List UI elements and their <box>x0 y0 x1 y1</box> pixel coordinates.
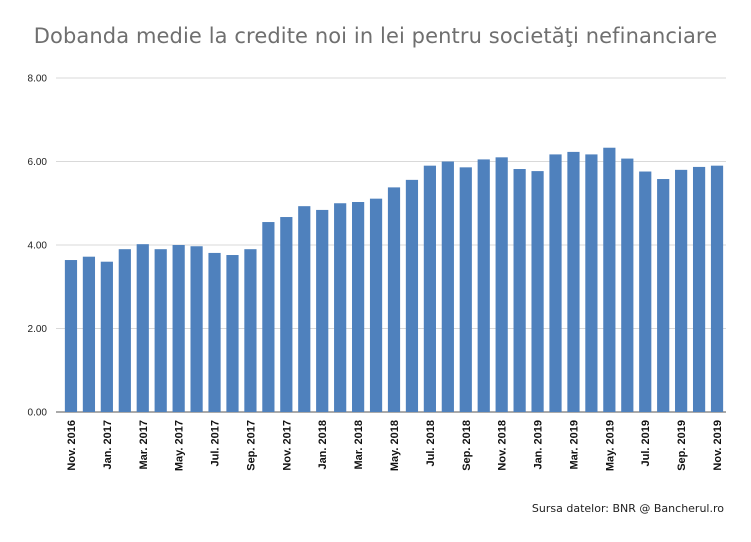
bar <box>190 246 203 412</box>
source-note: Sursa datelor: BNR @ Bancherul.ro <box>531 502 724 515</box>
y-tick-label: 0.00 <box>28 408 48 419</box>
x-tick-label: Nov. 2016 <box>66 420 78 471</box>
bar <box>567 151 580 412</box>
x-tick-label: May. 2017 <box>174 420 186 471</box>
bar <box>369 198 383 412</box>
x-tick-label: Mar. 2019 <box>568 420 580 470</box>
bar <box>513 169 526 412</box>
y-tick-label: 4.00 <box>28 241 48 252</box>
bar <box>459 167 472 412</box>
bar <box>208 252 221 412</box>
bar <box>549 154 562 412</box>
bar <box>64 260 78 412</box>
x-tick-label: Sep. 2017 <box>245 420 257 471</box>
bar <box>334 203 347 412</box>
bar <box>405 179 419 412</box>
bar <box>244 249 257 412</box>
x-tick-label: Nov. 2018 <box>497 420 509 471</box>
x-tick-label: Jul. 2017 <box>210 420 222 466</box>
bar <box>82 256 96 412</box>
bars <box>64 147 724 412</box>
x-tick-label: Nov. 2019 <box>712 420 724 471</box>
bar <box>100 261 113 412</box>
bar <box>621 158 634 412</box>
x-axis-tick-labels: Nov. 2016 Jan. 2017 Mar. 2017 May. 2017 Jul.… <box>66 420 724 471</box>
bar <box>262 222 275 412</box>
bar <box>495 157 508 412</box>
y-tick-label: 8.00 <box>28 74 48 85</box>
bar <box>352 202 365 412</box>
x-tick-label: Jul. 2018 <box>425 420 437 466</box>
y-tick-label: 2.00 <box>28 324 48 335</box>
bar <box>316 209 329 412</box>
bar <box>118 249 131 412</box>
bar <box>657 179 670 412</box>
bar <box>531 171 544 412</box>
bar <box>477 159 490 412</box>
bar <box>692 166 706 412</box>
bar <box>298 206 311 412</box>
x-tick-label: May. 2019 <box>604 420 616 471</box>
bar <box>423 165 436 412</box>
chart-title: Dobanda medie la credite noi in lei pent… <box>33 24 718 48</box>
x-tick-label: Mar. 2017 <box>138 420 150 470</box>
bar <box>136 244 149 412</box>
x-tick-label: Nov. 2017 <box>281 420 293 471</box>
x-tick-label: Jan. 2018 <box>317 420 329 470</box>
x-tick-label: Jan. 2017 <box>102 420 114 470</box>
bar <box>585 154 598 412</box>
x-tick-label: May. 2018 <box>389 420 401 471</box>
bar <box>639 171 652 412</box>
x-tick-label: Sep. 2019 <box>676 420 688 471</box>
bar <box>154 249 167 412</box>
y-tick-label: 6.00 <box>28 157 48 168</box>
bar <box>387 187 401 412</box>
x-tick-label: Sep. 2018 <box>461 420 473 471</box>
y-axis-tick-labels: 0.00 2.00 4.00 6.00 8.00 <box>28 74 48 419</box>
bar <box>172 245 185 412</box>
bar <box>226 255 239 412</box>
bar <box>675 169 688 412</box>
x-tick-label: Jul. 2019 <box>640 420 652 466</box>
bar <box>441 161 454 412</box>
bar <box>603 147 616 412</box>
bar <box>710 165 724 412</box>
bar <box>280 217 293 412</box>
x-tick-label: Mar. 2018 <box>353 420 365 470</box>
x-tick-label: Jan. 2019 <box>533 420 545 470</box>
